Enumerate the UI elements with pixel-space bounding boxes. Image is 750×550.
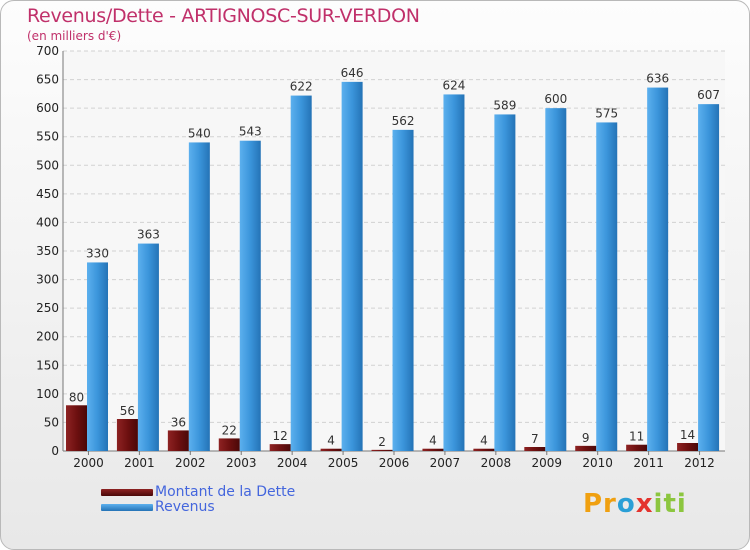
x-tick-label: 2005 bbox=[328, 456, 359, 470]
legend-item-revenus: Revenus bbox=[101, 499, 401, 516]
bar-revenus bbox=[596, 122, 618, 451]
chart-subtitle: (en milliers d'€) bbox=[27, 29, 122, 43]
bar-revenus bbox=[188, 142, 210, 451]
data-label-dette: 7 bbox=[531, 432, 539, 446]
data-label-revenus: 589 bbox=[493, 98, 516, 112]
bar-dette bbox=[524, 447, 546, 451]
x-tick-label: 2002 bbox=[175, 456, 206, 470]
bar-dette bbox=[677, 443, 699, 451]
bar-dette bbox=[218, 438, 240, 451]
data-label-revenus: 636 bbox=[646, 72, 669, 86]
bar-revenus bbox=[494, 114, 516, 451]
bar-dette bbox=[167, 430, 189, 451]
chart-title: Revenus/Dette - ARTIGNOSC-SUR-VERDON bbox=[27, 5, 420, 27]
data-label-revenus: 624 bbox=[443, 78, 466, 92]
data-label-revenus: 622 bbox=[290, 80, 313, 94]
bar-revenus bbox=[392, 129, 414, 451]
bar-revenus bbox=[647, 87, 669, 452]
y-tick-label: 50 bbox=[44, 415, 59, 429]
legend-label-dette: Montant de la Dette bbox=[155, 484, 296, 500]
bar-dette bbox=[66, 405, 87, 451]
y-tick-label: 0 bbox=[51, 444, 59, 458]
data-label-dette: 4 bbox=[429, 434, 437, 448]
bar-revenus bbox=[290, 95, 312, 452]
data-label-revenus: 646 bbox=[341, 66, 364, 80]
bar-dette bbox=[575, 445, 597, 451]
x-tick-label: 2006 bbox=[379, 456, 410, 470]
data-label-revenus: 600 bbox=[544, 92, 567, 106]
data-label-dette: 56 bbox=[120, 404, 135, 418]
data-label-revenus: 575 bbox=[595, 106, 618, 120]
y-tick-label: 700 bbox=[36, 44, 59, 58]
data-label-revenus: 562 bbox=[392, 114, 415, 128]
bar-revenus bbox=[698, 104, 720, 452]
data-label-dette: 12 bbox=[273, 429, 288, 443]
data-label-revenus: 540 bbox=[188, 126, 211, 140]
bar-revenus bbox=[443, 94, 465, 451]
data-label-revenus: 607 bbox=[697, 88, 720, 102]
data-label-dette: 4 bbox=[327, 434, 335, 448]
y-tick-label: 350 bbox=[36, 244, 59, 258]
x-tick-label: 2012 bbox=[684, 456, 715, 470]
bar-dette bbox=[371, 449, 393, 451]
logo-part-1: Pr bbox=[583, 489, 617, 519]
y-tick-label: 500 bbox=[36, 158, 59, 172]
y-tick-label: 600 bbox=[36, 101, 59, 115]
logo-part-4: iti bbox=[653, 489, 687, 519]
x-tick-label: 2011 bbox=[633, 456, 664, 470]
bar-dette bbox=[269, 444, 291, 451]
x-tick-label: 2000 bbox=[73, 456, 104, 470]
data-label-dette: 14 bbox=[680, 428, 695, 442]
bar-revenus bbox=[239, 140, 261, 451]
data-label-revenus: 363 bbox=[137, 228, 160, 242]
legend-label-revenus: Revenus bbox=[155, 499, 215, 515]
logo-part-2: o bbox=[616, 489, 636, 519]
data-label-revenus: 543 bbox=[239, 125, 262, 139]
y-tick-label: 300 bbox=[36, 273, 59, 287]
y-tick-label: 100 bbox=[36, 387, 59, 401]
bar-dette bbox=[473, 448, 495, 451]
data-label-dette: 4 bbox=[480, 434, 488, 448]
bar-revenus bbox=[137, 243, 159, 451]
x-tick-label: 2003 bbox=[226, 456, 257, 470]
bar-dette bbox=[422, 448, 444, 451]
bar-dette bbox=[320, 448, 342, 451]
legend: Montant de la Dette Revenus bbox=[101, 484, 401, 516]
legend-swatch-dette bbox=[101, 489, 153, 496]
legend-item-dette: Montant de la Dette bbox=[101, 484, 401, 501]
logo-part-3: x bbox=[635, 489, 654, 519]
bar-revenus bbox=[87, 262, 108, 451]
data-label-dette: 2 bbox=[378, 435, 386, 449]
bar-revenus bbox=[545, 108, 567, 452]
bar-dette bbox=[626, 444, 648, 451]
x-tick-label: 2009 bbox=[531, 456, 562, 470]
x-tick-label: 2004 bbox=[277, 456, 308, 470]
data-label-dette: 36 bbox=[171, 415, 186, 429]
data-label-dette: 11 bbox=[629, 430, 644, 444]
data-label-dette: 9 bbox=[582, 431, 590, 445]
x-tick-label: 2010 bbox=[582, 456, 613, 470]
proxiti-logo: Proxiti bbox=[583, 489, 687, 519]
y-tick-label: 150 bbox=[36, 358, 59, 372]
y-tick-label: 200 bbox=[36, 330, 59, 344]
y-tick-label: 400 bbox=[36, 215, 59, 229]
x-tick-label: 2001 bbox=[124, 456, 155, 470]
data-label-dette: 80 bbox=[69, 390, 84, 404]
x-tick-label: 2008 bbox=[481, 456, 512, 470]
data-label-dette: 22 bbox=[222, 423, 237, 437]
y-tick-label: 250 bbox=[36, 301, 59, 315]
bar-dette bbox=[116, 419, 138, 451]
data-label-revenus: 330 bbox=[86, 246, 109, 260]
x-tick-label: 2007 bbox=[430, 456, 461, 470]
y-tick-label: 450 bbox=[36, 187, 59, 201]
legend-swatch-revenus bbox=[101, 504, 153, 511]
y-tick-label: 650 bbox=[36, 73, 59, 87]
bar-revenus bbox=[341, 81, 363, 451]
y-tick-label: 550 bbox=[36, 130, 59, 144]
